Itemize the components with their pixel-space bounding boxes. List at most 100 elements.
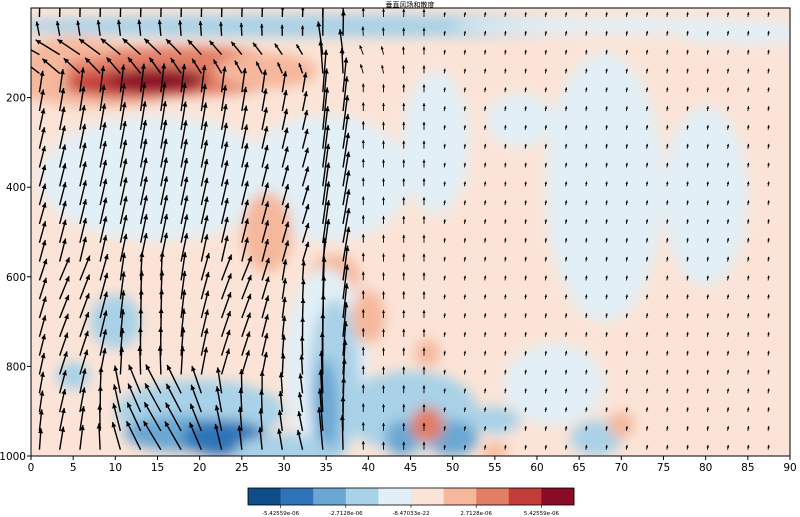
x-tick-label: 85 — [741, 462, 754, 474]
wind-arrow — [258, 408, 264, 431]
wind-arrow — [686, 219, 689, 225]
wind-arrow — [41, 58, 61, 74]
wind-arrow — [443, 30, 446, 36]
wind-arrow — [180, 82, 187, 112]
wind-arrow — [746, 106, 750, 112]
wind-arrow — [137, 345, 143, 375]
plot-area — [31, 8, 790, 456]
wind-arrow — [99, 122, 107, 149]
wind-arrow — [544, 388, 548, 394]
wind-arrow — [422, 441, 426, 450]
wind-arrow — [119, 196, 128, 225]
wind-arrow — [422, 328, 426, 337]
wind-arrow — [483, 275, 487, 281]
wind-arrow — [126, 402, 142, 432]
x-tick-label: 60 — [530, 462, 543, 474]
divergence-region — [39, 115, 276, 241]
wind-arrow — [605, 426, 608, 431]
wind-arrow — [463, 426, 467, 431]
wind-arrow — [564, 313, 568, 319]
wind-arrow — [726, 350, 730, 356]
wind-arrow — [746, 30, 750, 36]
wind-arrow — [119, 158, 128, 187]
wind-arrow — [443, 294, 446, 300]
wind-arrow — [665, 219, 669, 225]
wind-arrow — [361, 102, 365, 112]
wind-arrow — [483, 407, 487, 413]
wind-arrow — [79, 368, 87, 394]
wind-arrow — [686, 12, 689, 18]
wind-arrow — [241, 124, 249, 149]
wind-arrow — [483, 237, 487, 243]
wind-arrow — [422, 347, 426, 356]
wind-arrow — [259, 23, 264, 36]
wind-arrow — [381, 64, 385, 74]
wind-arrow — [483, 106, 487, 112]
wind-arrow — [686, 350, 689, 356]
wind-arrow — [767, 294, 770, 300]
wind-arrow — [137, 327, 143, 356]
wind-arrow — [298, 373, 304, 394]
wind-arrow — [139, 195, 149, 225]
wind-arrow — [585, 444, 588, 450]
wind-arrow — [605, 219, 608, 225]
wind-arrow — [382, 328, 386, 337]
wind-arrow — [38, 108, 46, 131]
wind-arrow — [200, 121, 208, 149]
wind-arrow — [238, 369, 244, 394]
wind-arrow — [99, 84, 106, 112]
wind-arrow — [241, 350, 251, 375]
wind-arrow — [746, 219, 750, 225]
wind-arrow — [463, 331, 467, 337]
wind-arrow — [261, 88, 268, 112]
wind-arrow — [625, 181, 629, 187]
wind-arrow — [38, 183, 47, 206]
wind-arrow — [200, 271, 210, 300]
wind-arrow — [686, 68, 689, 74]
wind-arrow — [322, 143, 331, 187]
wind-arrow — [686, 143, 689, 149]
wind-arrow — [767, 331, 770, 337]
wind-arrow — [605, 106, 608, 112]
x-tick-label: 35 — [319, 462, 332, 474]
wind-arrow — [382, 197, 386, 206]
wind-arrow — [277, 409, 284, 432]
wind-arrow — [31, 49, 40, 56]
divergence-region — [216, 52, 318, 89]
wind-arrow — [160, 82, 167, 112]
wind-arrow — [686, 294, 689, 300]
wind-arrow — [767, 407, 770, 413]
wind-arrow — [119, 177, 128, 206]
wind-arrow — [99, 197, 108, 225]
wind-arrow — [504, 12, 507, 18]
wind-arrow — [38, 70, 45, 93]
wind-arrow — [665, 350, 669, 356]
wind-arrow — [401, 46, 405, 55]
wind-arrow — [665, 294, 669, 300]
wind-arrow — [76, 20, 81, 36]
wind-arrow — [139, 138, 148, 168]
wind-arrow — [422, 253, 426, 262]
wind-arrow — [301, 109, 309, 131]
wind-arrow — [157, 345, 163, 375]
divergence-region — [545, 52, 664, 322]
wind-arrow — [220, 235, 229, 262]
wind-arrow — [686, 49, 689, 55]
wind-arrow — [524, 350, 527, 356]
wind-arrow — [686, 331, 689, 337]
colorbar-segment — [476, 488, 510, 505]
wind-arrow — [706, 124, 709, 130]
wind-arrow — [361, 328, 365, 337]
wind-arrow — [746, 294, 750, 300]
wind-arrow — [128, 364, 142, 394]
wind-arrow — [726, 256, 730, 262]
wind-arrow — [645, 219, 649, 225]
wind-arrow — [200, 234, 209, 262]
wind-arrow — [665, 369, 669, 375]
wind-arrow — [200, 177, 209, 206]
wind-arrow — [625, 444, 629, 450]
wind-arrow — [255, 61, 263, 74]
wind-arrow — [463, 237, 467, 243]
wind-arrow — [79, 424, 85, 450]
wind-arrow — [361, 177, 365, 187]
